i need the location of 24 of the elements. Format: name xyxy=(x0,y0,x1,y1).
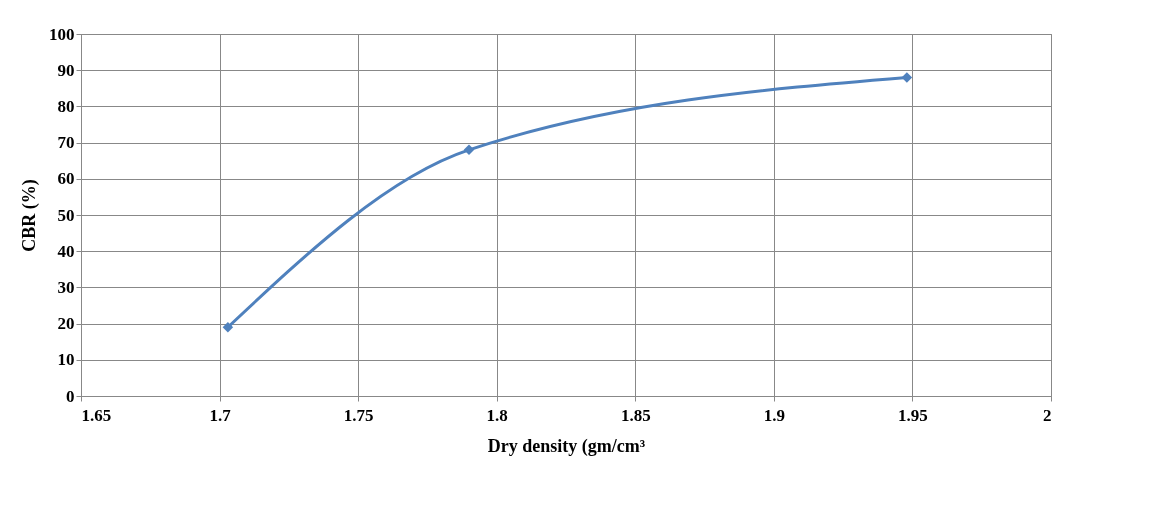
y-tick-label: 80 xyxy=(57,96,75,116)
point xyxy=(222,321,234,333)
x-tick-label: 1.9 xyxy=(763,405,785,425)
y-tick-label: 100 xyxy=(49,24,75,44)
y-tick-label: 0 xyxy=(66,386,75,406)
x-tick-label: 1.7 xyxy=(209,405,232,425)
x-tick-label: 1.65 xyxy=(81,405,112,425)
x-tick-label: 2 xyxy=(1043,405,1052,425)
point xyxy=(463,144,475,156)
y-tick-label: 30 xyxy=(57,277,75,297)
y-axis-title: CBR (%) xyxy=(19,179,40,252)
point xyxy=(901,72,913,83)
y-tick-label: 70 xyxy=(57,133,75,153)
y-tick-label: 50 xyxy=(57,205,75,225)
y-tick-label: 40 xyxy=(57,241,75,261)
x-tick-label: 1.85 xyxy=(620,405,651,425)
y-tick-label: 60 xyxy=(57,169,75,189)
x-tick-label: 1.75 xyxy=(343,405,374,425)
y-tick-label: 20 xyxy=(57,314,75,334)
x-tick-label: 1.8 xyxy=(486,405,508,425)
y-tick-label: 90 xyxy=(57,60,75,80)
x-tick-label: 1.95 xyxy=(898,405,928,425)
y-tick-label: 10 xyxy=(57,350,75,370)
x-axis-title: Dry density (gm/cm³ xyxy=(487,435,646,457)
